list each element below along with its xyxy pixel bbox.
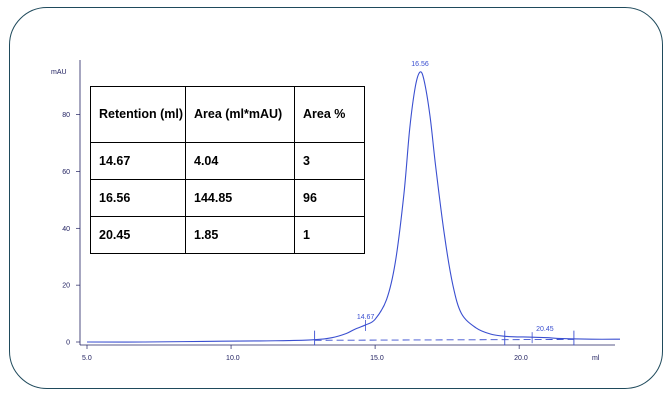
retention-cell: 20.45 [90,216,186,254]
peak-label: 20.45 [536,326,554,333]
x-tick-label: 20.0 [514,355,528,362]
header-retention: Retention (ml) [90,86,186,143]
table-row: 14.67 4.04 3 [90,142,365,180]
chart-axes: mAU ml [51,60,615,362]
area-percent-cell: 96 [294,179,365,217]
area-cell: 4.04 [185,142,295,180]
y-tick-label: 0 [66,340,70,347]
x-tick-label: 5.0 [82,355,92,362]
x-axis-unit: ml [592,355,600,362]
retention-cell: 14.67 [90,142,186,180]
y-tick-label: 80 [62,112,70,119]
chromatogram-line [86,71,621,343]
peak-table: Retention (ml) Area (ml*mAU) Area % 14.6… [90,86,365,254]
y-tick-label: 40 [62,226,70,233]
retention-cell: 16.56 [90,179,186,217]
table-row: 20.45 1.85 1 [90,216,365,254]
x-tick-label: 15.0 [370,355,384,362]
header-area-percent: Area % [294,86,365,143]
header-area: Area (ml*mAU) [185,86,295,143]
y-tick-label: 60 [62,169,70,176]
area-cell: 144.85 [185,179,295,217]
peak-label: 16.56 [411,61,429,68]
area-percent-cell: 1 [294,216,365,254]
x-tick-label: 10.0 [226,355,240,362]
table-row: 16.56 144.85 96 [90,179,365,217]
area-percent-cell: 3 [294,142,365,180]
y-tick-label: 20 [62,283,70,290]
table-header-row: Retention (ml) Area (ml*mAU) Area % [90,86,365,143]
area-cell: 1.85 [185,216,295,254]
peak-label: 14.67 [357,314,375,321]
integration-baseline [314,338,574,341]
y-axis-unit: mAU [51,69,67,76]
